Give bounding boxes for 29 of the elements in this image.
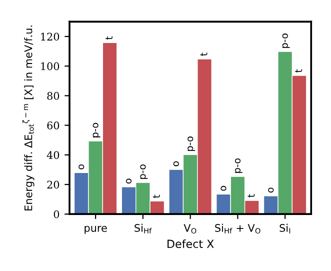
data-label: t (200, 52, 208, 56)
x-axis-title: Defect X (168, 239, 214, 248)
data-label: t (295, 69, 302, 73)
y-tick-label: 80 (47, 92, 60, 100)
data-label: t (106, 36, 112, 40)
y-tick-label: 60 (47, 122, 60, 130)
x-tick-label: V$_{O}$ (184, 224, 196, 234)
data-label: p-o (234, 158, 242, 173)
data-label: p-o (92, 122, 100, 138)
y-tick-label: 120 (41, 32, 60, 41)
data-label: p-o (188, 136, 196, 151)
data-label: o (268, 188, 274, 193)
data-label: p-o (140, 164, 148, 179)
data-label: o (220, 186, 226, 191)
data-label: t (248, 194, 255, 198)
x-tick-label: pure (84, 226, 107, 234)
y-tick-label: 20 (47, 180, 60, 189)
x-tick-label: Si$_{Hf}$ (134, 224, 152, 234)
data-label: t (153, 194, 160, 198)
y-axis-title: Energy diff. ΔE$_{tot}$$^{ζ−m}$ [X] in meV/f.u. (22, 26, 34, 210)
y-tick-label: 100 (41, 62, 60, 70)
data-label: o (126, 178, 132, 184)
data-label: o (173, 161, 179, 166)
y-tick-label: 40 (46, 151, 60, 159)
x-tick-label: Si$_{Hf}$ + V$_{O}$ (215, 224, 260, 234)
y-tick-label: 0 (54, 210, 60, 218)
x-tick-label: Si$_{I}$ (280, 224, 290, 234)
data-label: o (78, 164, 84, 170)
data-label: p-o (282, 34, 290, 48)
